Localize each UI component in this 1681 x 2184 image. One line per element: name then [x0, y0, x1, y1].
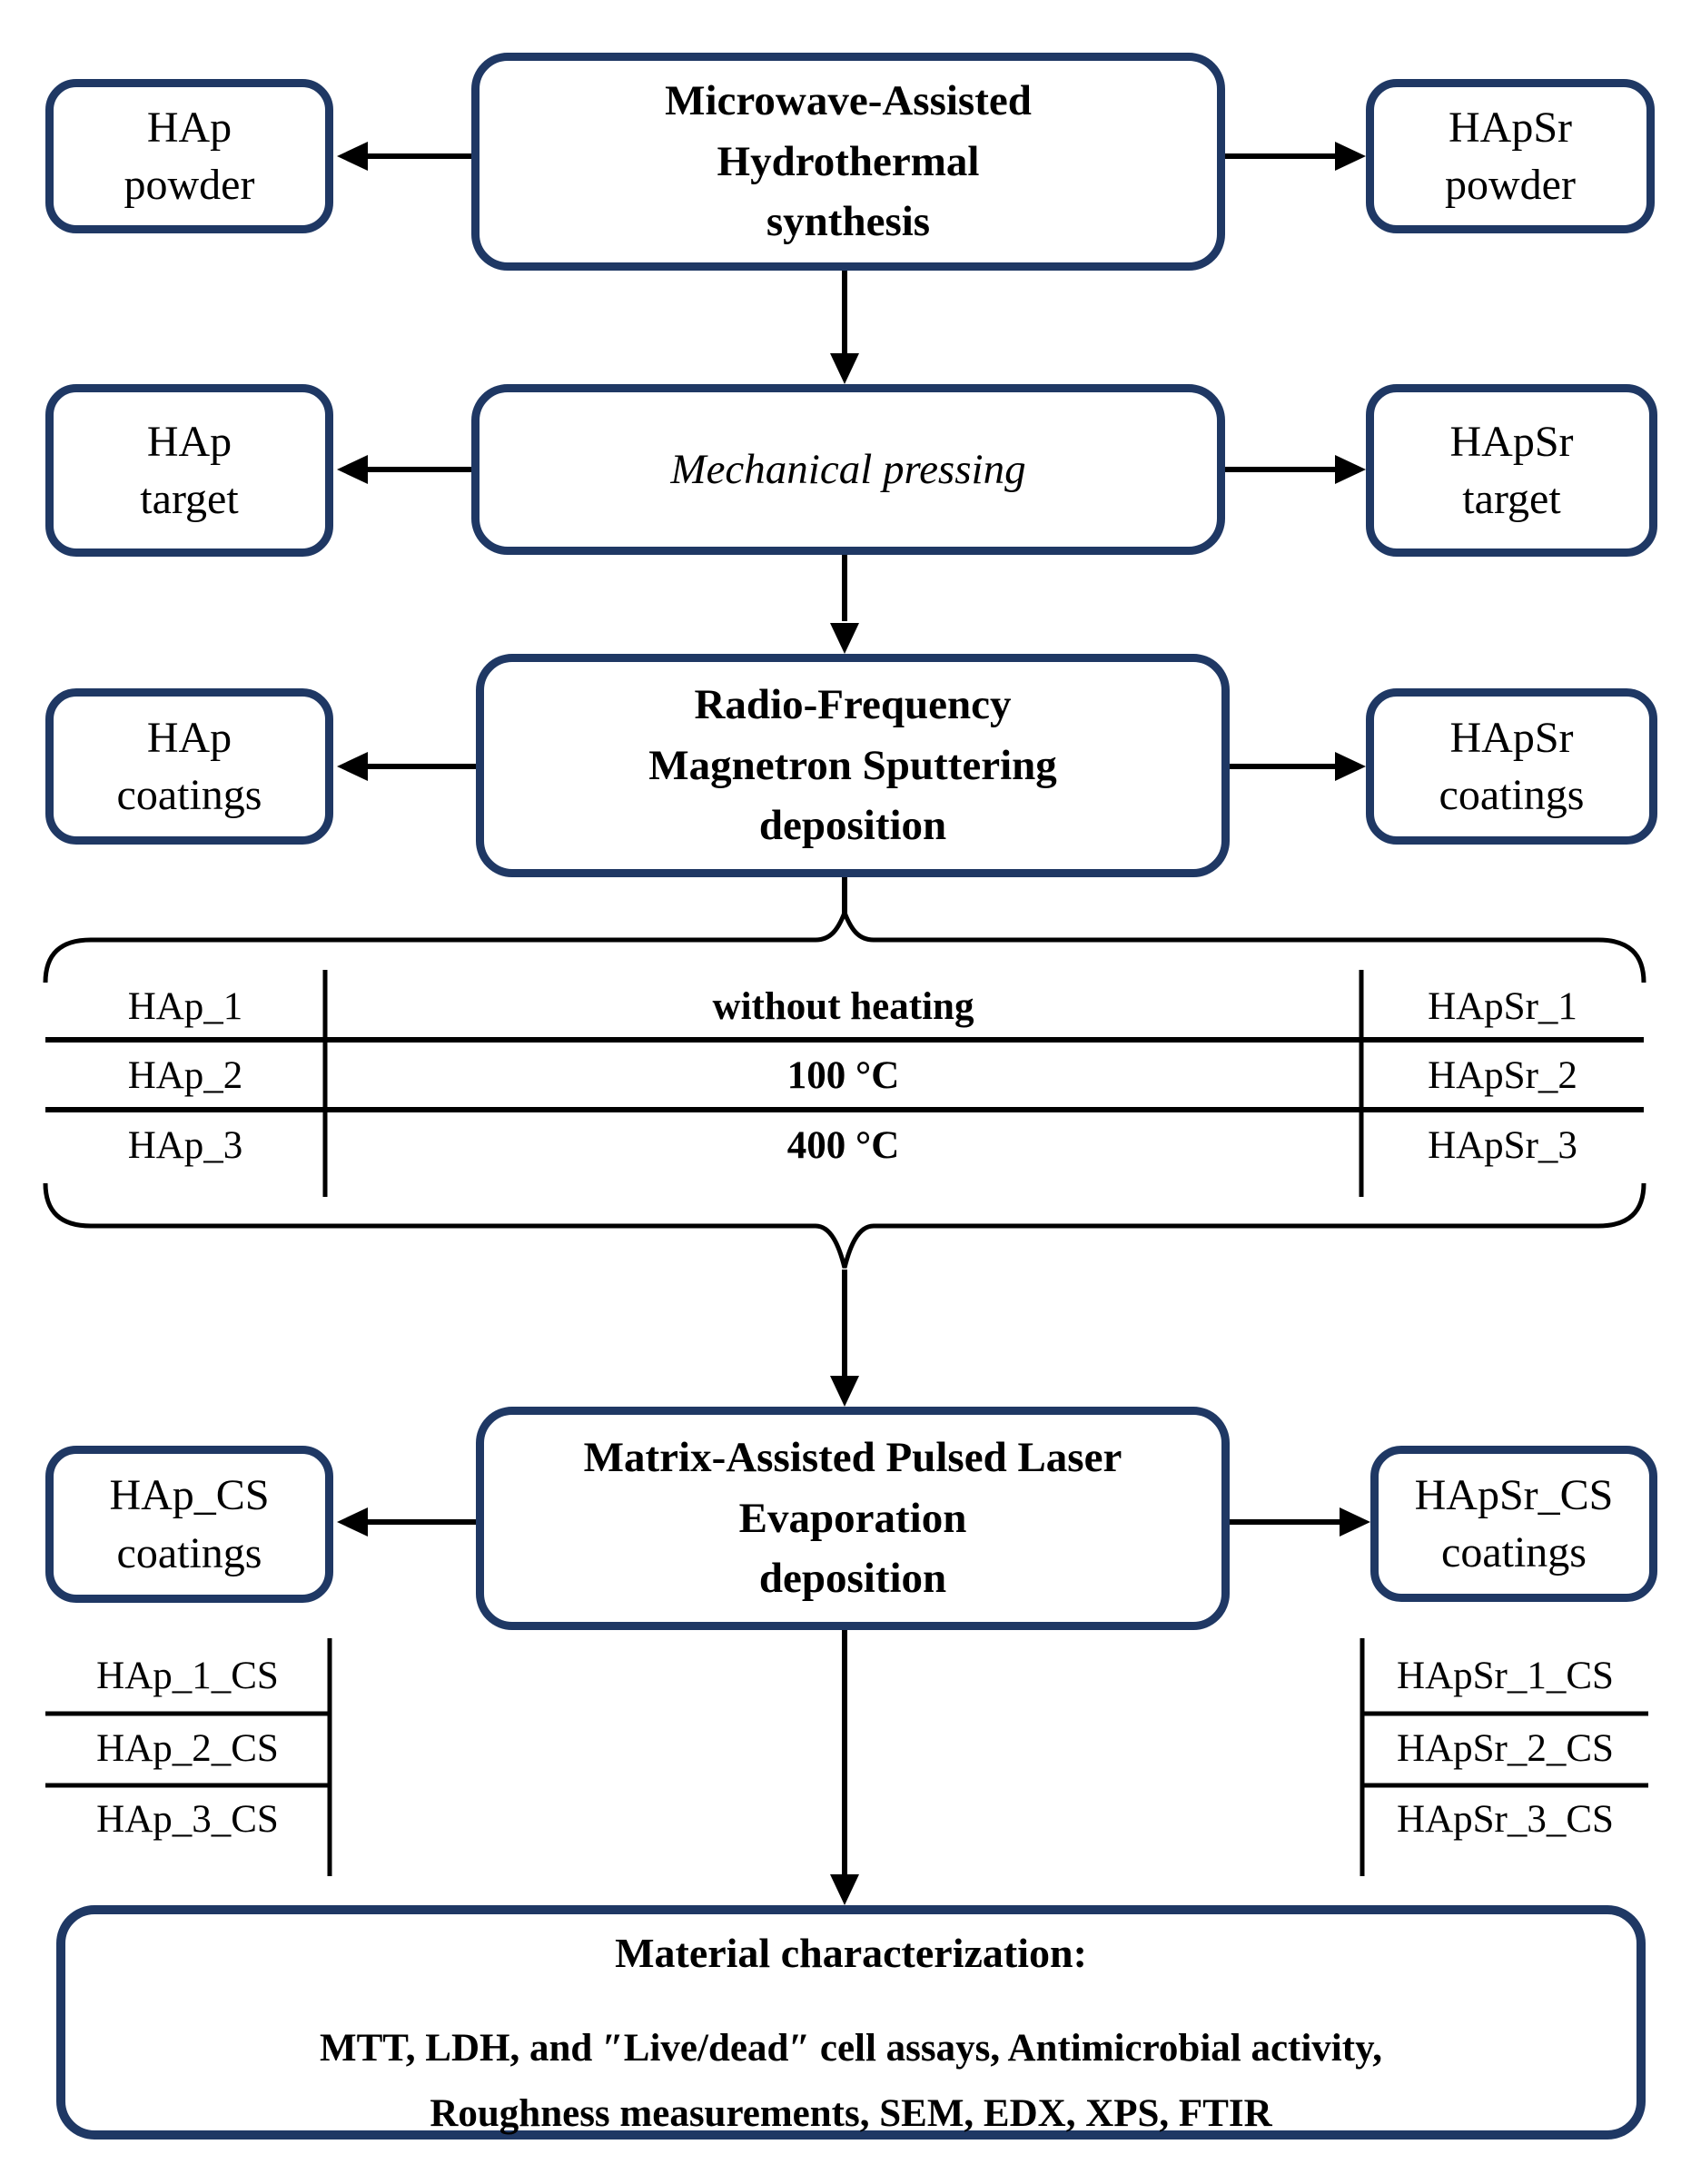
output-box-line: coatings — [116, 1528, 262, 1577]
output-box-line: powder — [1445, 161, 1576, 209]
output-box-line: HApSr_CS — [1414, 1470, 1614, 1519]
output-box-hap-coatings: HAp coatings — [45, 688, 333, 845]
table-cell-condition: 100 °C — [786, 1053, 900, 1097]
output-box-line: target — [140, 475, 239, 523]
cs-list-item: HApSr_2_CS — [1397, 1726, 1614, 1770]
process-box-maple: Matrix-Assisted Pulsed Laser Evaporation… — [476, 1407, 1230, 1630]
arrowhead-down-icon — [830, 623, 859, 654]
output-box-hapsr-target: HApSr target — [1366, 384, 1657, 557]
output-box-line: coatings — [1439, 771, 1585, 819]
characterization-title: Material characterization: — [615, 1930, 1087, 1976]
output-box-line: HApSr — [1448, 103, 1572, 152]
arrowhead-left-icon — [337, 142, 368, 171]
cs-list-item: HApSr_3_CS — [1397, 1797, 1614, 1841]
table-cell-sample: HAp_2 — [127, 1053, 243, 1097]
output-box-hapsr-powder: HApSr powder — [1366, 79, 1655, 233]
table-cell-sample: HAp_1 — [127, 984, 243, 1028]
arrowhead-right-icon — [1335, 455, 1366, 484]
table-cell-sample: HApSr_1 — [1428, 984, 1577, 1028]
process-box-line: synthesis — [766, 198, 931, 246]
process-box-pressing: Mechanical pressing — [471, 384, 1225, 555]
arrowhead-right-icon — [1340, 1507, 1370, 1537]
output-box-line: HApSr — [1449, 713, 1574, 762]
cs-list-item: HAp_3_CS — [96, 1797, 279, 1841]
output-box-line: HApSr — [1449, 417, 1574, 466]
output-box-line: HAp — [146, 713, 232, 762]
output-box-line: powder — [124, 161, 255, 209]
output-box-line: HAp_CS — [109, 1471, 270, 1520]
process-box-line: deposition — [758, 1555, 947, 1603]
cs-list-item: HAp_1_CS — [96, 1654, 279, 1697]
arrowhead-right-icon — [1335, 752, 1366, 781]
table-cell-sample: HAp_3 — [127, 1123, 243, 1167]
characterization-line: Roughness measurements, SEM, EDX, XPS, F… — [430, 2092, 1272, 2135]
output-box-hapsr-cs-coatings: HApSr_CS coatings — [1370, 1446, 1657, 1602]
arrowhead-down-icon — [830, 1376, 859, 1407]
output-box-line: HAp — [146, 103, 232, 152]
process-box-line: Matrix-Assisted Pulsed Laser — [583, 1433, 1122, 1481]
output-box-hapsr-coatings: HApSr coatings — [1366, 688, 1657, 845]
table-cell-condition: 400 °C — [786, 1123, 900, 1167]
output-box-hap-powder: HAp powder — [45, 79, 333, 233]
arrowhead-down-icon — [830, 353, 859, 384]
process-box-line: Magnetron Sputtering — [648, 741, 1057, 789]
process-box-sputtering: Radio-Frequency Magnetron Sputtering dep… — [476, 654, 1230, 877]
arrowhead-left-icon — [337, 455, 368, 484]
arrowhead-left-icon — [337, 1507, 368, 1537]
table-cell-condition: without heating — [712, 984, 974, 1028]
table-cell-sample: HApSr_3 — [1428, 1123, 1577, 1167]
process-box-line: Radio-Frequency — [694, 680, 1012, 728]
process-box-line: Hydrothermal — [717, 137, 980, 185]
process-box-line: Mechanical pressing — [670, 445, 1026, 493]
process-box-synthesis: Microwave-Assisted Hydrothermal synthesi… — [471, 53, 1225, 271]
output-box-line: HAp — [146, 417, 232, 466]
table-cell-sample: HApSr_2 — [1428, 1053, 1577, 1097]
output-box-hap-target: HAp target — [45, 384, 333, 557]
characterization-line: MTT, LDH, and ″Live/dead″ cell assays, A… — [320, 2027, 1382, 2070]
arrowhead-left-icon — [337, 752, 368, 781]
output-box-line: coatings — [1441, 1528, 1587, 1576]
arrowhead-down-icon — [830, 1874, 859, 1905]
output-box-line: target — [1462, 475, 1561, 523]
table-bottom-brace — [43, 1182, 1646, 1269]
cs-list-item: HAp_2_CS — [96, 1726, 279, 1770]
process-box-line: Evaporation — [738, 1494, 967, 1542]
arrowhead-right-icon — [1335, 142, 1366, 171]
output-box-hap-cs-coatings: HAp_CS coatings — [45, 1446, 333, 1603]
characterization-box: Material characterization: MTT, LDH, and… — [56, 1905, 1646, 2140]
table-top-brace — [43, 906, 1646, 983]
cs-list-item: HApSr_1_CS — [1397, 1654, 1614, 1697]
process-box-line: Microwave-Assisted — [665, 76, 1032, 124]
output-box-line: coatings — [116, 771, 262, 819]
process-box-line: deposition — [758, 802, 947, 850]
